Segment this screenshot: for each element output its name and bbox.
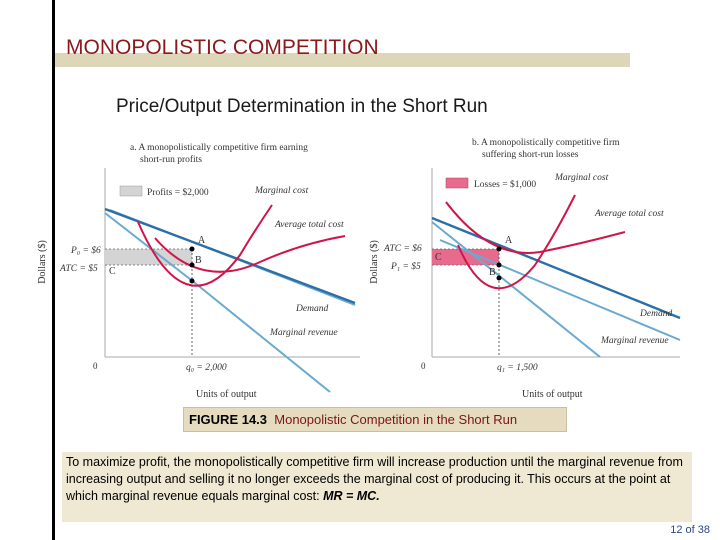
panel-a-marginal-revenue-line bbox=[104, 212, 331, 393]
profit-legend-swatch bbox=[119, 185, 143, 197]
panel-b-price-label: P₁ = $5 bbox=[390, 261, 421, 272]
panel-b-marginal-revenue-curve bbox=[439, 239, 681, 341]
figure-title: Monopolistic Competition in the Short Ru… bbox=[274, 412, 518, 427]
panel-a-x-axis-label: Units of output bbox=[196, 389, 257, 400]
panel-b-point-c: C bbox=[435, 252, 442, 263]
explanation-text: To maximize profit, the monopolistically… bbox=[66, 455, 683, 503]
panel-a-demand-curve bbox=[104, 207, 356, 305]
panel-a-atc-curve-label: Average total cost bbox=[274, 220, 344, 230]
panel-b-mc-label: Marginal cost bbox=[554, 173, 609, 183]
panel-b-point-a-marker bbox=[496, 246, 502, 252]
profit-area bbox=[105, 249, 192, 265]
slide-subtitle: Price/Output Determination in the Short … bbox=[116, 96, 488, 117]
figure-number: FIGURE 14.3 bbox=[189, 412, 268, 427]
panel-a-point-a-marker bbox=[189, 246, 195, 252]
panel-b-point-b: B bbox=[489, 267, 496, 278]
panel-a-point-b: B bbox=[195, 255, 202, 266]
panel-b-point-b-marker bbox=[496, 262, 502, 268]
panel-a-origin: 0 bbox=[93, 361, 98, 371]
figure-caption: FIGURE 14.3 Monopolistic Competition in … bbox=[183, 407, 567, 432]
panel-b-marginal-revenue-line bbox=[431, 221, 601, 358]
loss-legend-label: Losses = $1,000 bbox=[474, 179, 536, 190]
panel-b-average-total-cost-curve bbox=[445, 201, 626, 254]
panel-a-y-axis-label: Dollars ($) bbox=[37, 240, 48, 284]
panel-a-quantity-label: q₀ = 2,000 bbox=[186, 363, 227, 373]
panel-a-heading-1: a. A monopolistically competitive firm e… bbox=[130, 142, 308, 153]
panel-a-price-label: P₀ = $6 bbox=[70, 245, 101, 256]
panel-b-origin: 0 bbox=[421, 361, 426, 371]
title-underline-band bbox=[55, 53, 630, 67]
panel-a-marginal-cost-curve bbox=[137, 204, 273, 287]
panel-a-demand-label: Demand bbox=[295, 304, 328, 314]
panel-b-point-a: A bbox=[505, 235, 513, 246]
slide-title: MONOPOLISTIC COMPETITION bbox=[66, 36, 379, 59]
panel-b-x-axis-label: Units of output bbox=[522, 389, 583, 400]
panel-b-demand-curve bbox=[431, 216, 681, 320]
panel-b-heading-1: b. A monopolistically competitive firm bbox=[472, 137, 620, 148]
panel-a: a. A monopolistically competitive firm e… bbox=[37, 142, 360, 400]
panel-b-heading-2: suffering short-run losses bbox=[482, 149, 579, 160]
panel-b-atc-label: ATC = $6 bbox=[383, 243, 422, 254]
panel-a-atc-label: ATC = $5 bbox=[59, 263, 98, 274]
panel-a-point-a: A bbox=[198, 235, 206, 246]
panel-b-atc-curve-label: Average total cost bbox=[594, 209, 664, 219]
explanation-equation: MR = MC. bbox=[323, 489, 380, 503]
panel-b-y-axis-label: Dollars ($) bbox=[369, 240, 380, 284]
panel-a-heading-2: short-run profits bbox=[140, 154, 202, 165]
loss-legend-swatch bbox=[445, 177, 469, 189]
panel-a-point-b-marker bbox=[189, 262, 195, 268]
panel-b-mr-mc-marker bbox=[496, 275, 502, 281]
panel-a-mr-label: Marginal revenue bbox=[269, 328, 338, 338]
panel-a-average-total-cost-curve bbox=[154, 235, 346, 273]
panel-b-demand-label: Demand bbox=[639, 309, 672, 319]
panel-b-quantity-label: q₁ = 1,500 bbox=[497, 363, 538, 373]
profit-legend-label: Profits = $2,000 bbox=[147, 187, 209, 198]
panel-b-marginal-cost-curve bbox=[457, 194, 576, 290]
explanation-box: To maximize profit, the monopolistically… bbox=[62, 452, 692, 522]
panel-b: b. A monopolistically competitive firm s… bbox=[369, 137, 681, 400]
page-number: 12 of 38 bbox=[670, 524, 710, 536]
panel-a-point-c: C bbox=[109, 266, 116, 277]
panel-a-mr-mc-marker bbox=[189, 278, 195, 284]
left-border bbox=[52, 0, 55, 540]
panel-b-mr-label: Marginal revenue bbox=[600, 336, 669, 346]
panel-a-mc-label: Marginal cost bbox=[254, 186, 309, 196]
